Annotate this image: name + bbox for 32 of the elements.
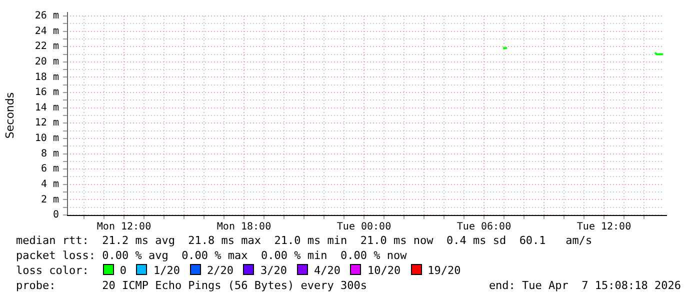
y-tick-label: 26 m — [34, 10, 59, 22]
y-tick-label: 24 m — [34, 26, 59, 37]
y-tick-label: 20 m — [34, 56, 59, 68]
y-axis-title: Seconds — [3, 92, 16, 139]
text: median rtt: 21.2 ms avg 21.8 ms max 21.0 ms min 21.0 ms now 0.4 ms sd 60.1 am/s — [16, 234, 592, 248]
y-tick-label: 16 m — [34, 87, 59, 98]
y-tick-label: 2 m — [40, 194, 59, 206]
legend-label: 10/20 — [367, 264, 401, 277]
text: probe: 20 ICMP Echo Pings (56 Bytes) every 300s — [16, 279, 367, 292]
x-tick-label: Mon 18:00 — [216, 222, 272, 233]
legend-label: 4/20 — [314, 264, 340, 277]
x-tick-label: Tue 06:00 — [456, 222, 512, 233]
text: end: Tue Apr 7 15:08:18 2026 — [488, 279, 681, 293]
y-tick-label: 0 — [52, 210, 59, 221]
y-tick-label: 22 m — [34, 41, 59, 52]
legend-title: loss color: — [16, 264, 89, 277]
y-tick-label: 10 m — [34, 133, 59, 144]
y-tick-label: 12 m — [34, 118, 59, 129]
legend-label: 3/20 — [260, 264, 287, 277]
legend-label: 0 — [120, 264, 126, 277]
legend-label: 2/20 — [206, 264, 234, 277]
y-tick-label: 8 m — [40, 148, 59, 160]
legend-label: 19/20 — [428, 264, 461, 277]
y-tick-label: 14 m — [34, 102, 59, 114]
legend-label: 1/20 — [153, 264, 180, 277]
y-tick-label: 6 m — [40, 164, 59, 175]
x-tick-label: Tue 12:00 — [576, 222, 632, 233]
y-tick-label: 4 m — [40, 178, 59, 190]
x-tick-label: Mon 12:00 — [96, 222, 152, 233]
text: packet loss: 0.00 % avg 0.00 % max 0.00 % min 0.00 % now — [16, 249, 407, 263]
x-tick-label: Tue 00:00 — [336, 222, 392, 233]
y-tick-label: 18 m — [34, 72, 59, 83]
